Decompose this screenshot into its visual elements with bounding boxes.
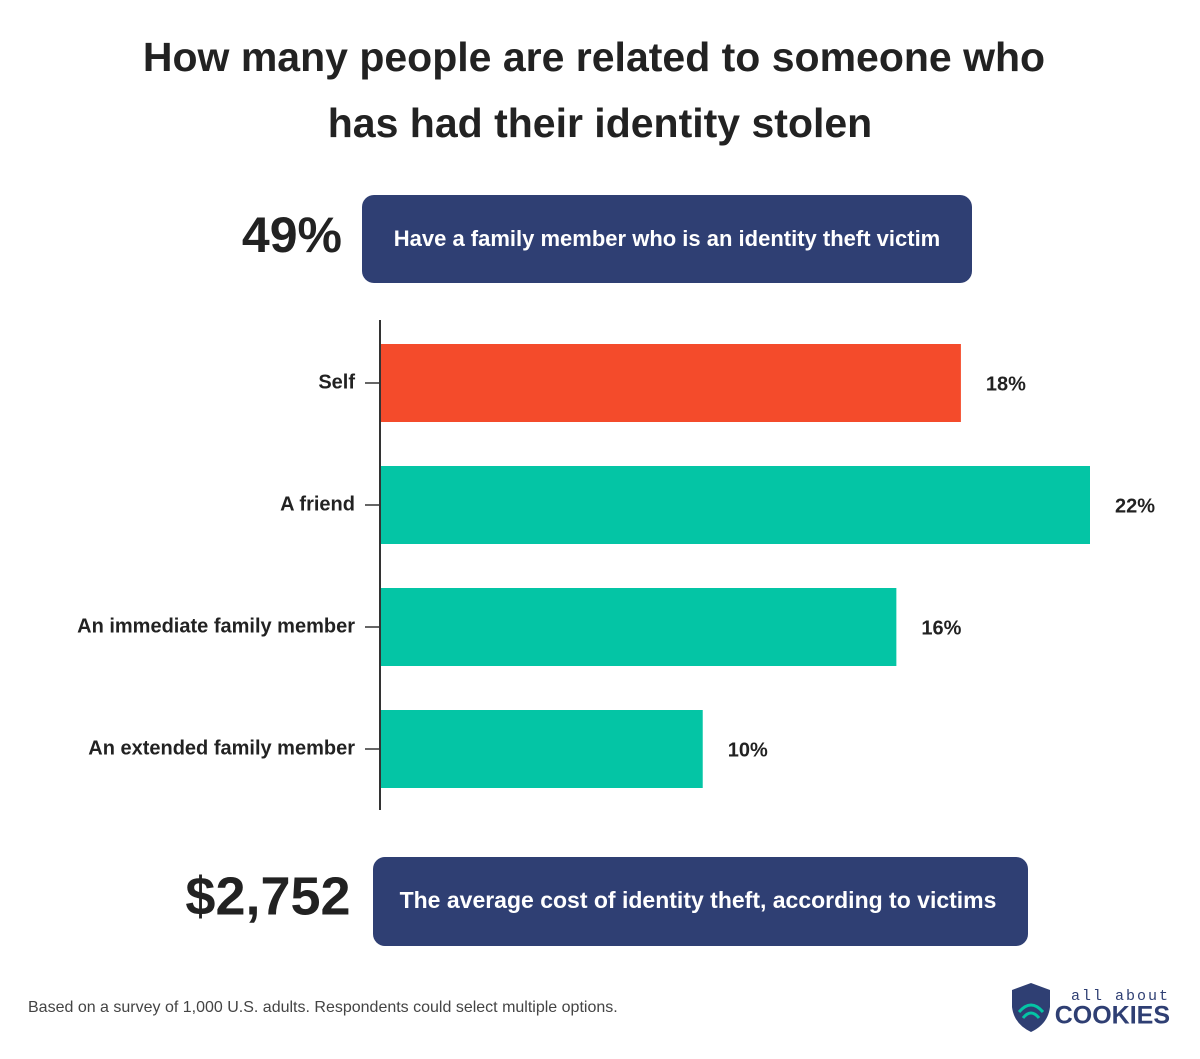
value-label: 16%: [921, 617, 961, 639]
footnote: Based on a survey of 1,000 U.S. adults. …: [28, 999, 618, 1016]
logo-text: COOKIES: [1055, 1002, 1170, 1030]
chart-title: has had their identity stolen: [328, 100, 872, 146]
callout-box: [373, 857, 1028, 946]
logo-text: all about: [1071, 988, 1170, 1005]
value-label: 22%: [1115, 495, 1155, 517]
bar: [381, 344, 961, 422]
callout-box: [362, 195, 972, 283]
category-label: An immediate family member: [77, 615, 355, 637]
logo: all about COOKIES: [1012, 983, 1170, 1032]
logo-shield: [1012, 983, 1050, 1032]
bar: [381, 710, 703, 788]
callout-figure: $2,752: [185, 866, 350, 926]
value-label: 18%: [986, 373, 1026, 395]
callout-figure: 49%: [242, 207, 342, 263]
category-label: A friend: [280, 493, 355, 515]
bar: [381, 588, 897, 666]
category-label: Self: [318, 371, 355, 393]
value-label: 10%: [728, 739, 768, 761]
logo-mark: [1017, 1003, 1045, 1019]
bar: [381, 466, 1090, 544]
category-label: An extended family member: [88, 737, 355, 759]
chart-title: How many people are related to someone w…: [143, 34, 1045, 80]
callout-text: The average cost of identity theft, acco…: [400, 887, 997, 913]
callout-text: Have a family member who is an identity …: [394, 226, 941, 251]
